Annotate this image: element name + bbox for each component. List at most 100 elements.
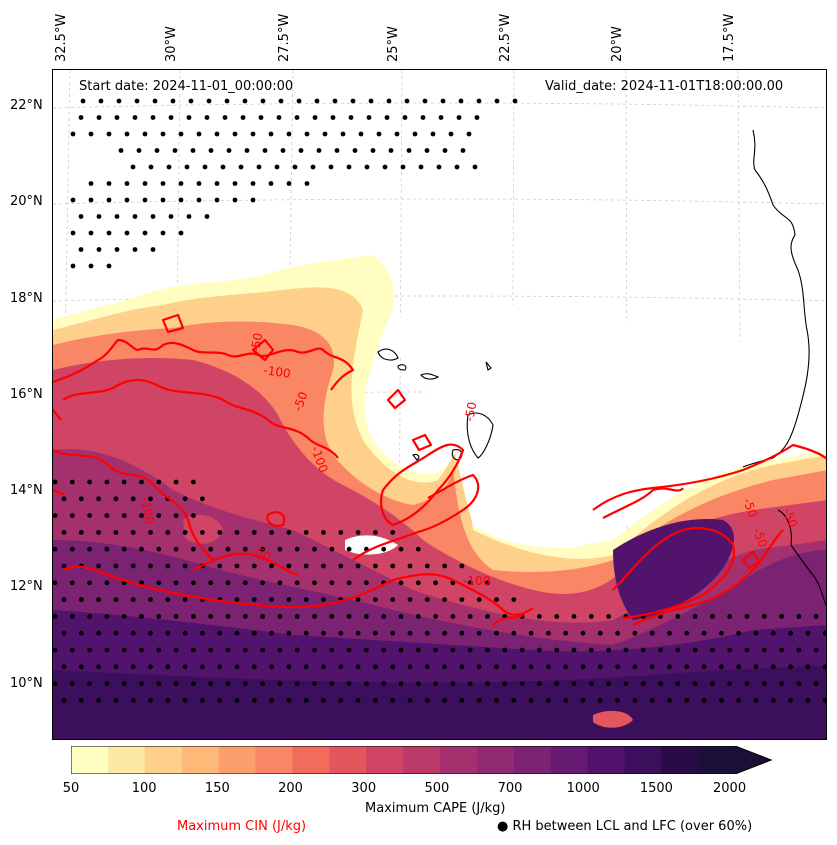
rh-dot	[355, 664, 361, 670]
rh-dot	[692, 681, 698, 686]
rh-dot	[148, 164, 154, 170]
rh-dot	[61, 597, 67, 602]
rh-dot	[251, 664, 257, 670]
rh-dot	[200, 664, 205, 670]
rh-dot	[580, 630, 586, 636]
rh-dot	[96, 597, 101, 602]
rh-dot	[692, 614, 698, 619]
rh-dot	[355, 630, 361, 636]
rh-dot	[268, 131, 274, 137]
rh-dot	[415, 546, 421, 552]
rh-dot	[358, 131, 364, 137]
rh-dot	[294, 546, 300, 552]
rh-dot	[467, 647, 473, 653]
rh-dot	[196, 181, 202, 186]
rh-dot	[251, 597, 257, 602]
rh-dot	[130, 164, 136, 170]
rh-dot	[69, 479, 75, 485]
rh-dot	[142, 197, 148, 203]
rh-dot	[148, 664, 153, 670]
rh-dot	[165, 563, 171, 569]
rh-dot	[220, 164, 226, 170]
rh-dot	[88, 197, 94, 203]
rh-dot	[87, 479, 92, 485]
colorbar-segment	[366, 746, 404, 774]
rh-dot	[476, 698, 482, 703]
rh-dot	[156, 479, 162, 485]
rh-dot	[386, 98, 392, 104]
colorbar-segment	[329, 746, 367, 774]
rh-dot	[104, 479, 110, 485]
rh-dot	[424, 563, 430, 569]
rh-dot	[719, 630, 724, 636]
rh-dot	[330, 115, 336, 120]
rh-dot	[450, 614, 456, 619]
rh-dot	[467, 681, 473, 686]
rh-dot	[61, 630, 67, 636]
rh-dot	[222, 115, 228, 120]
rh-dot	[442, 597, 447, 602]
rh-dot	[166, 164, 172, 170]
rh-dot	[251, 563, 257, 569]
rh-dot	[234, 664, 240, 670]
rh-dot	[104, 546, 110, 552]
rh-dot	[61, 664, 67, 670]
rh-dot	[649, 698, 655, 703]
lat-label: 20°N	[10, 194, 43, 209]
rh-dot	[53, 546, 58, 552]
rh-dot	[467, 580, 473, 586]
rh-dot	[142, 230, 148, 236]
rh-dot	[78, 115, 84, 120]
rh-dot	[61, 563, 67, 569]
rh-dot	[373, 630, 378, 636]
rh-dot	[104, 580, 110, 586]
valid-date-label: Valid_date: 2024-11-01T18:00:00.00	[545, 79, 784, 94]
rh-dot	[217, 698, 223, 703]
rh-dot	[398, 580, 404, 586]
rh-dot	[208, 614, 214, 619]
rh-dot	[277, 546, 283, 552]
rh-dot	[788, 630, 793, 636]
rh-dot	[312, 614, 317, 619]
rh-dot	[407, 630, 413, 636]
rh-dot	[242, 614, 248, 619]
colorbar-tick-label: 200	[278, 781, 303, 796]
rh-dot	[106, 181, 112, 186]
rh-dot	[277, 681, 283, 686]
rh-dot	[701, 698, 707, 703]
rh-dot	[130, 664, 136, 670]
rh-dot	[106, 263, 112, 269]
rh-dot	[433, 580, 438, 586]
rh-dot	[96, 247, 102, 252]
rh-dot	[727, 681, 733, 686]
rh-dot	[438, 115, 444, 120]
rh-dot	[280, 148, 286, 153]
rh-dot	[710, 614, 715, 619]
rh-dot	[321, 597, 326, 602]
rh-dot	[474, 115, 480, 120]
rh-dot	[168, 115, 174, 120]
rh-dot	[312, 546, 317, 552]
rh-dot	[381, 681, 387, 686]
rh-dot	[156, 647, 162, 653]
rh-dot	[196, 131, 202, 137]
rh-dot	[286, 597, 292, 602]
rh-dot	[433, 681, 438, 686]
rh-dot	[312, 115, 318, 120]
rh-dot	[424, 597, 430, 602]
rh-dot	[467, 614, 473, 619]
rh-dot	[322, 131, 328, 137]
rh-dot	[563, 698, 569, 703]
rh-dot	[796, 681, 802, 686]
rh-dot	[173, 647, 179, 653]
colorbar-segment	[403, 746, 441, 774]
rh-dot	[340, 131, 346, 137]
rh-dot	[96, 214, 102, 219]
rh-dot	[217, 664, 223, 670]
rh-dot	[658, 681, 663, 686]
rh-dot	[303, 530, 309, 535]
rh-dot	[454, 164, 460, 170]
rh-dot	[156, 614, 162, 619]
rh-dot	[381, 614, 387, 619]
rh-dot	[276, 115, 282, 120]
